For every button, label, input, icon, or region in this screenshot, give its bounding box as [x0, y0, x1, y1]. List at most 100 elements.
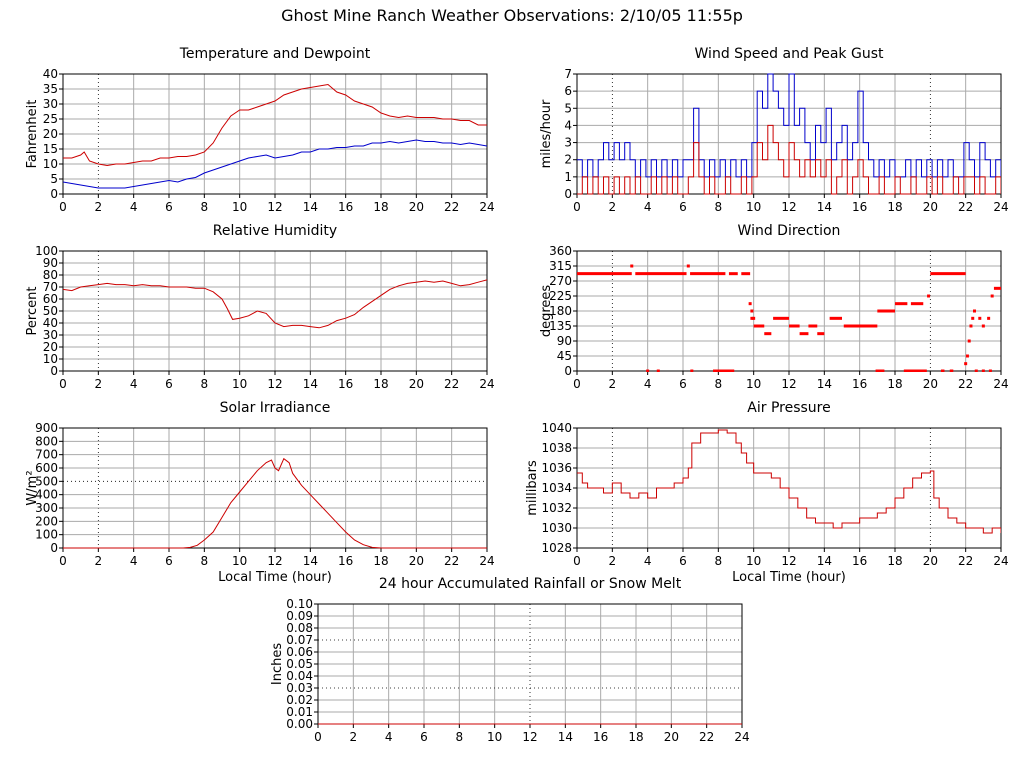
y-tick-label: 90: [43, 256, 58, 270]
gridlines: [63, 251, 487, 371]
y-axis-label: Inches: [270, 643, 285, 685]
y-tick-label: 20: [43, 340, 58, 354]
x-tick-label: 4: [385, 730, 393, 744]
series-layer: [63, 83, 487, 189]
x-tick-label: 24: [734, 730, 749, 744]
direction-point: [750, 316, 754, 320]
x-tick-label: 14: [303, 200, 318, 214]
y-tick-label: 500: [35, 474, 58, 488]
x-tick-label: 6: [165, 377, 173, 391]
x-tick-label: 12: [267, 377, 282, 391]
y-tick-label: 0.09: [286, 609, 313, 623]
x-tick-label: 12: [522, 730, 537, 744]
y-tick-label: 270: [549, 274, 572, 288]
y-tick-label: 1030: [541, 521, 572, 535]
y-tick-label: 7: [564, 67, 572, 81]
x-tick-label: 4: [644, 377, 652, 391]
x-tick-label: 2: [609, 200, 617, 214]
series-line-1: [63, 83, 487, 167]
series-layer: [577, 429, 1001, 534]
direction-point: [630, 264, 634, 268]
y-tick-label: 40: [43, 67, 58, 81]
y-tick-label: 100: [35, 244, 58, 258]
x-tick-label: 10: [746, 554, 761, 568]
x-tick-label: 14: [303, 554, 318, 568]
panel-title: Solar Irradiance: [220, 400, 331, 416]
x-tick-label: 0: [573, 200, 581, 214]
direction-point: [927, 294, 931, 298]
y-tick-label: 0.07: [286, 633, 313, 647]
y-tick-label: 5: [564, 101, 572, 115]
y-tick-label: 20: [43, 127, 58, 141]
y-tick-label: 1: [564, 170, 572, 184]
y-axis-label: W/m²: [25, 470, 40, 505]
y-tick-label: 0.00: [286, 717, 313, 731]
x-tick-label: 2: [609, 554, 617, 568]
panel-title: Wind Speed and Peak Gust: [695, 46, 884, 62]
x-tick-label: 0: [59, 200, 67, 214]
x-tick-label: 24: [479, 377, 494, 391]
x-tick-label: 14: [303, 377, 318, 391]
x-tick-label: 22: [699, 730, 714, 744]
x-tick-label: 10: [232, 377, 247, 391]
series-layer: [577, 73, 1001, 195]
x-tick-label: 16: [338, 200, 353, 214]
x-tick-label: 24: [993, 200, 1008, 214]
y-tick-label: 0: [564, 187, 572, 201]
y-tick-label: 100: [35, 528, 58, 542]
direction-point: [971, 316, 975, 320]
panel-title: 24 hour Accumulated Rainfall or Snow Mel…: [379, 576, 682, 592]
x-tick-label: 2: [95, 377, 103, 391]
x-tick-label: 12: [267, 200, 282, 214]
direction-point: [965, 354, 969, 358]
y-axis-label: millibars: [525, 460, 540, 516]
y-tick-label: 30: [43, 97, 58, 111]
x-axis-label: Local Time (hour): [732, 570, 846, 585]
series-line-1: [63, 279, 487, 329]
y-tick-label: 0.02: [286, 693, 313, 707]
chart-rain: 0 2 4 6 8 10 12 14 16 18 20 22 240.000.010.020.030.0…: [270, 576, 750, 744]
direction-point: [646, 369, 650, 372]
y-tick-label: 4: [564, 118, 572, 132]
panel-title: Wind Direction: [738, 223, 841, 239]
direction-point: [978, 316, 982, 320]
direction-point: [974, 369, 978, 372]
y-tick-label: 10: [43, 157, 58, 171]
y-tick-label: 60: [43, 292, 58, 306]
direction-point: [964, 362, 968, 366]
y-tick-label: 400: [35, 488, 58, 502]
y-tick-label: 600: [35, 461, 58, 475]
y-axis-label: Percent: [25, 287, 40, 336]
x-tick-label: 20: [923, 200, 938, 214]
x-tick-label: 22: [444, 377, 459, 391]
y-tick-label: 0: [564, 364, 572, 378]
y-tick-label: 0.06: [286, 645, 313, 659]
gridlines: [318, 604, 742, 724]
x-tick-label: 6: [165, 200, 173, 214]
x-tick-label: 4: [130, 377, 138, 391]
x-tick-label: 24: [993, 554, 1008, 568]
x-tick-label: 2: [609, 377, 617, 391]
x-tick-label: 22: [958, 554, 973, 568]
gridlines: [63, 74, 487, 194]
x-tick-label: 8: [715, 200, 723, 214]
chart-humid: 0 2 4 6 8 10 12 14 16 18 20 22 240102030405060708090…: [25, 223, 495, 391]
y-axis-label: degrees: [539, 285, 554, 338]
y-tick-label: 180: [549, 304, 572, 318]
x-tick-label: 24: [993, 377, 1008, 391]
y-tick-label: 315: [549, 259, 572, 273]
y-tick-label: 6: [564, 84, 572, 98]
direction-point: [973, 309, 976, 313]
y-tick-label: 800: [35, 434, 58, 448]
y-axis-label: miles/hour: [539, 99, 554, 168]
y-tick-label: 0.05: [286, 657, 313, 671]
x-tick-label: 16: [593, 730, 608, 744]
direction-point: [990, 294, 994, 298]
series-layer: [63, 279, 487, 329]
direction-point: [656, 369, 660, 372]
direction-point: [967, 339, 971, 343]
y-tick-label: 35: [43, 82, 58, 96]
x-tick-label: 18: [628, 730, 643, 744]
x-tick-label: 18: [887, 377, 902, 391]
